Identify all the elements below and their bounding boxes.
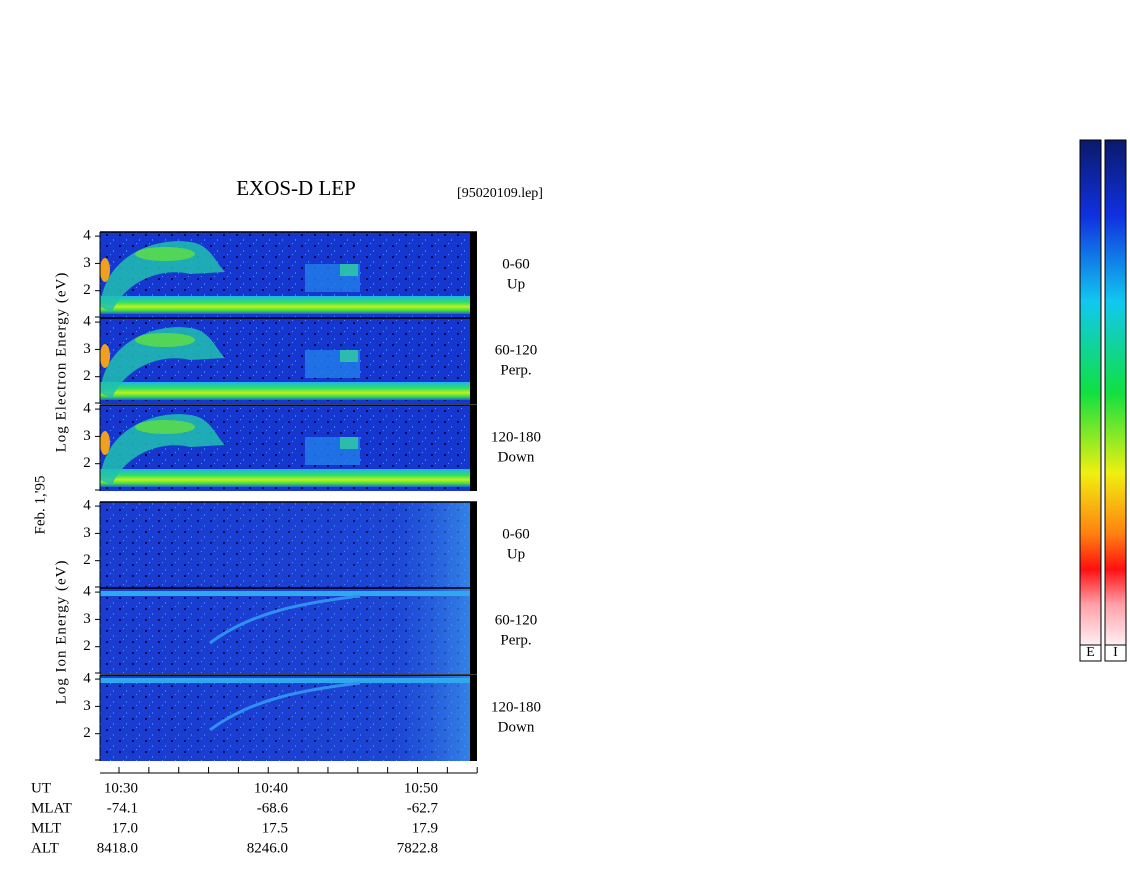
colorbar	[1079, 139, 1102, 646]
spectrum-band	[100, 382, 470, 400]
y-tick-label: 4	[83, 314, 91, 330]
file-name: [95020109.lep]	[457, 186, 543, 201]
spectrum-feature	[100, 431, 110, 455]
spectrum-band	[100, 296, 470, 314]
spectrum-feature	[100, 344, 110, 368]
spectrum-line	[100, 678, 470, 683]
spectrum-feature	[135, 420, 195, 434]
spectrum-feature	[100, 258, 110, 282]
y-tick-label: 2	[83, 368, 91, 384]
pitch-angle: 0-60	[502, 526, 530, 542]
colorbar-label: I	[1113, 645, 1118, 660]
pitch-angle: 120-180	[491, 429, 541, 445]
ephemeris-value: 8418.0	[97, 840, 138, 856]
ephemeris-value: 17.9	[412, 820, 438, 836]
pitch-angle: 0-60	[502, 256, 530, 272]
spectrum-feature	[209, 594, 361, 645]
y-tick-label: 3	[83, 698, 91, 714]
y-tick-label: 3	[83, 255, 91, 271]
y-tick-label: 4	[83, 671, 91, 687]
spectrum-feature	[340, 350, 358, 362]
panel-edge	[470, 588, 477, 674]
spectrum-line	[100, 591, 470, 596]
ephemeris-value: -68.6	[257, 800, 289, 816]
ephemeris-label: MLT	[31, 820, 61, 836]
x-tick-label: 10:40	[254, 780, 288, 796]
group-label: Log Ion Energy (eV)	[53, 560, 69, 705]
y-tick-label: 3	[83, 611, 91, 627]
direction: Perp.	[500, 362, 531, 378]
y-tick-label: 2	[83, 552, 91, 568]
direction: Perp.	[500, 632, 531, 648]
ephemeris-value: -74.1	[107, 800, 138, 816]
colorbar	[1104, 139, 1127, 646]
ephemeris-value: 17.5	[262, 820, 288, 836]
panel-edge	[470, 318, 477, 404]
ephemeris-value: 7822.8	[397, 840, 438, 856]
spectrum-fade	[100, 588, 470, 674]
pitch-angle: 60-120	[495, 342, 538, 358]
y-tick-label: 4	[83, 228, 91, 244]
y-tick-label: 3	[83, 525, 91, 541]
panel-edge	[470, 405, 477, 491]
labels: EXOS-D LEP [95020109.lep] 2 3 4 0-60 Up 2 3 4 60-1…	[31, 176, 1127, 856]
spectrum-feature	[100, 414, 225, 485]
panel-edge	[470, 502, 477, 588]
ephemeris-value: -62.7	[407, 800, 439, 816]
spectrum-feature	[135, 247, 195, 261]
spectrum-feature	[100, 241, 225, 312]
y-tick-label: 2	[83, 725, 91, 741]
y-tick-label: 2	[83, 282, 91, 298]
direction: Down	[498, 719, 535, 735]
y-tick-label: 2	[83, 638, 91, 654]
direction: Up	[507, 546, 525, 562]
spectrum-feature	[135, 333, 195, 347]
pitch-angle: 60-120	[495, 612, 538, 628]
x-tick-label: 10:30	[104, 780, 138, 796]
spectrum-feature	[340, 437, 358, 449]
ephemeris-label: UT	[31, 780, 51, 796]
spectrum-feature	[209, 681, 361, 732]
y-tick-label: 2	[83, 455, 91, 471]
ephemeris-label: MLAT	[31, 800, 72, 816]
spectrum-feature	[340, 264, 358, 276]
pitch-angle: 120-180	[491, 699, 541, 715]
y-tick-label: 4	[83, 498, 91, 514]
colorbar-label: E	[1086, 645, 1095, 660]
date: Feb. 1,'95	[32, 476, 48, 535]
spectrogram-panels	[95, 231, 477, 761]
direction: Down	[498, 449, 535, 465]
panel-edge	[470, 232, 477, 318]
spectrum-band	[100, 469, 470, 487]
x-tick-label: 10:50	[404, 780, 438, 796]
y-tick-label: 4	[83, 584, 91, 600]
spectrum-fade	[100, 502, 470, 588]
ephemeris-value: 17.0	[112, 820, 138, 836]
ephemeris-value: 8246.0	[247, 840, 288, 856]
spectrum-fade	[100, 675, 470, 761]
y-tick-label: 3	[83, 341, 91, 357]
panel-edge	[470, 675, 477, 761]
y-tick-label: 3	[83, 428, 91, 444]
ephemeris-label: ALT	[31, 840, 59, 856]
direction: Up	[507, 276, 525, 292]
y-tick-label: 4	[83, 401, 91, 417]
group-label: Log Electron Energy (eV)	[53, 272, 69, 453]
title: EXOS-D LEP	[236, 176, 356, 200]
spectrum-feature	[100, 327, 225, 398]
